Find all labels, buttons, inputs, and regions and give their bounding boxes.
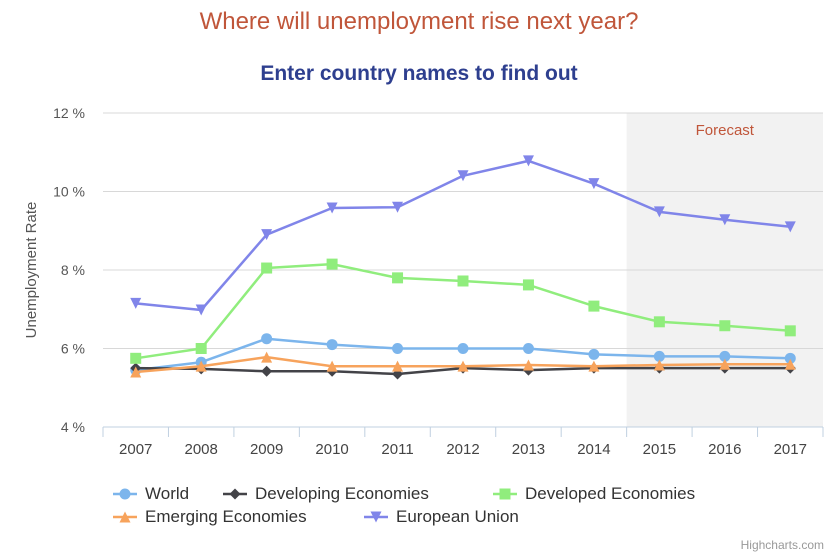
- data-point[interactable]: [392, 343, 404, 354]
- legend-symbol-icon: [113, 511, 137, 523]
- data-point[interactable]: [588, 300, 600, 312]
- legend-item[interactable]: European Union: [364, 507, 519, 527]
- legend-item[interactable]: Developing Economies: [223, 484, 429, 504]
- legend-symbol-icon: [493, 488, 517, 500]
- data-point[interactable]: [784, 221, 796, 233]
- data-point[interactable]: [130, 366, 142, 378]
- data-point[interactable]: [719, 320, 731, 332]
- legend-item[interactable]: Emerging Economies: [113, 507, 307, 527]
- legend-item[interactable]: Developed Economies: [493, 484, 695, 504]
- x-tick-label: 2012: [446, 441, 479, 458]
- data-point[interactable]: [261, 333, 273, 345]
- legend-label: Developing Economies: [255, 484, 429, 503]
- y-tick-label: 6 %: [61, 341, 85, 357]
- legend-symbol-icon: [223, 488, 247, 500]
- data-point[interactable]: [784, 325, 796, 337]
- legend-item[interactable]: World: [113, 484, 189, 504]
- x-tick-label: 2017: [774, 441, 807, 458]
- data-point[interactable]: [653, 206, 665, 218]
- data-point[interactable]: [522, 359, 534, 371]
- data-point[interactable]: [457, 275, 469, 287]
- data-point[interactable]: [195, 304, 207, 316]
- y-tick-label: 10 %: [53, 184, 85, 200]
- chart-plot: Forecast 4 % 6 % 8 % 10 % 12 % 2007 2008 2009 201…: [23, 105, 824, 458]
- legend-symbol-icon: [113, 488, 137, 500]
- legend-label: World: [145, 484, 190, 503]
- data-point[interactable]: [195, 360, 207, 372]
- data-point[interactable]: [457, 343, 469, 354]
- x-tick-label: 2013: [512, 441, 545, 458]
- y-tick-label: 12 %: [53, 105, 85, 121]
- data-point[interactable]: [719, 214, 731, 226]
- forecast-band-label: Forecast: [696, 122, 755, 139]
- x-tick-label: 2009: [250, 441, 283, 458]
- data-point[interactable]: [719, 358, 731, 370]
- data-point[interactable]: [719, 350, 731, 362]
- data-point[interactable]: [261, 351, 273, 363]
- data-point[interactable]: [522, 343, 534, 354]
- data-point[interactable]: [457, 360, 469, 372]
- legend-symbol-icon: [364, 511, 388, 523]
- data-point[interactable]: [784, 358, 796, 370]
- data-point[interactable]: [457, 170, 469, 182]
- data-point[interactable]: [326, 339, 338, 351]
- data-point[interactable]: [522, 279, 534, 291]
- x-tick-label: 2008: [184, 441, 217, 458]
- data-point[interactable]: [588, 178, 600, 190]
- data-point[interactable]: [392, 201, 404, 213]
- data-point[interactable]: [261, 229, 273, 241]
- x-tick-label: 2015: [643, 441, 676, 458]
- data-point[interactable]: [653, 359, 665, 371]
- data-point[interactable]: [522, 155, 534, 167]
- y-tick-label: 4 %: [61, 419, 85, 435]
- x-tick-label: 2014: [577, 441, 610, 458]
- data-point[interactable]: [130, 297, 142, 309]
- data-point[interactable]: [392, 272, 404, 284]
- data-point[interactable]: [588, 360, 600, 372]
- data-point[interactable]: [261, 262, 273, 274]
- data-point[interactable]: [326, 202, 338, 214]
- legend-label: Developed Economies: [525, 484, 696, 503]
- x-tick-label: 2007: [119, 441, 152, 458]
- data-point[interactable]: [653, 316, 665, 328]
- legend-label: European Union: [396, 507, 519, 526]
- data-point[interactable]: [392, 360, 404, 372]
- data-point[interactable]: [326, 258, 338, 270]
- x-tick-label: 2010: [315, 441, 348, 458]
- x-tick-label: 2016: [708, 441, 741, 458]
- data-point[interactable]: [588, 348, 600, 360]
- data-point[interactable]: [784, 352, 796, 364]
- chart-subtitle: Enter country names to find out: [260, 62, 578, 85]
- credits-link[interactable]: Highcharts.com: [740, 538, 824, 552]
- x-tick-label: 2011: [381, 441, 413, 458]
- data-point[interactable]: [195, 343, 207, 354]
- data-point[interactable]: [130, 352, 142, 364]
- data-point[interactable]: [653, 350, 665, 362]
- y-tick-label: 8 %: [61, 262, 85, 278]
- chart-title: Where will unemployment rise next year?: [199, 8, 639, 35]
- data-point[interactable]: [261, 365, 273, 377]
- y-axis-title: Unemployment Rate: [23, 202, 40, 339]
- legend-label: Emerging Economies: [145, 507, 307, 526]
- data-point[interactable]: [326, 360, 338, 372]
